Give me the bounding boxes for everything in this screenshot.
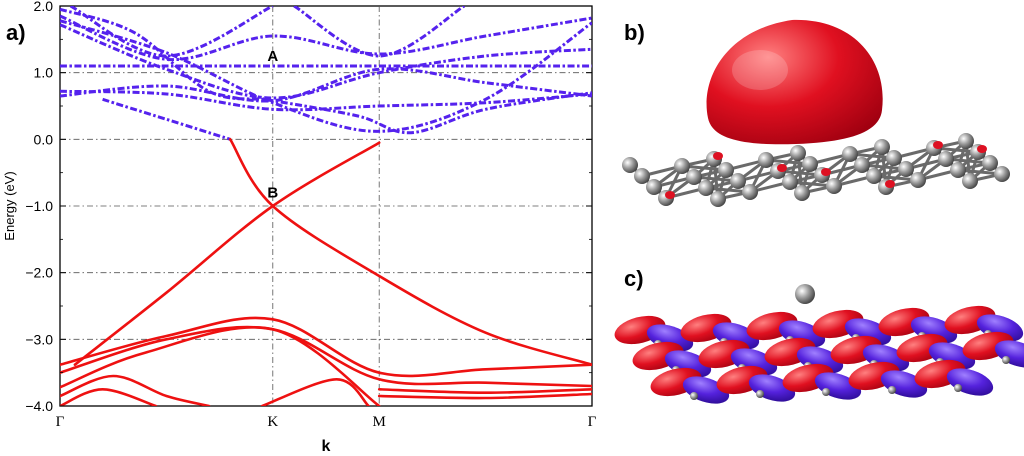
y-tick-label: −4.0 (25, 398, 53, 414)
carbon-atom (958, 133, 974, 149)
panel-b-density-illustration: b) (622, 19, 1010, 207)
carbon-atom (822, 388, 830, 396)
y-axis-ticks: 2.0 1.0 0.0 −1.0 −2.0 −3.0 −4.0 (25, 0, 592, 414)
carbon-atom (954, 384, 962, 392)
carbon-atom (982, 155, 998, 171)
x-axis-title: k (322, 438, 331, 455)
unoccupied-band (293, 6, 466, 58)
density-spot (977, 145, 987, 153)
unoccupied-band (60, 23, 592, 100)
grid-lines (60, 6, 592, 406)
carbon-atom (756, 390, 764, 398)
carbon-atom (888, 386, 896, 394)
charge-density-lobe (706, 19, 883, 145)
unoccupied-band (60, 19, 592, 133)
band-annotations: AB (267, 48, 278, 202)
k-point-label: K (267, 414, 278, 430)
y-tick-label: −2.0 (25, 265, 53, 281)
y-tick-label: −3.0 (25, 331, 53, 347)
density-spot (821, 168, 831, 176)
carbon-atom (758, 152, 774, 168)
unoccupied-band (102, 97, 231, 141)
carbon-atom (938, 151, 954, 167)
k-point-label: Γ (56, 414, 65, 430)
panel-c-orbital-illustration: c) (614, 266, 1024, 404)
carbon-atom (718, 162, 734, 178)
panel-label-c: c) (624, 266, 644, 291)
carbon-atom (646, 179, 662, 195)
k-point-label: Γ (588, 414, 597, 430)
carbon-atom (874, 139, 890, 155)
lobe-highlight (732, 50, 788, 90)
occupied-band (377, 392, 592, 400)
occupied-band (228, 138, 592, 366)
carbon-atom (686, 169, 702, 185)
carbon-atom (690, 392, 698, 400)
occupied-band (60, 325, 592, 388)
density-spot (665, 191, 675, 199)
carbon-atom (802, 156, 818, 172)
occupied-band (73, 141, 381, 366)
carbon-atom (994, 166, 1010, 182)
carbon-atom (674, 158, 690, 174)
y-tick-label: 2.0 (34, 0, 54, 14)
carbon-atom (826, 178, 842, 194)
y-tick-label: 0.0 (34, 131, 54, 147)
density-spot (885, 180, 895, 188)
panel-label-a: a) (6, 20, 26, 45)
carbon-atom (710, 191, 726, 207)
band-annotation-B: B (267, 185, 278, 202)
adatom (795, 284, 815, 304)
graphene-sheet (622, 133, 1010, 207)
occupied-band (60, 316, 592, 378)
unoccupied-band (60, 7, 592, 135)
density-spot (713, 152, 723, 160)
carbon-atom (782, 174, 798, 190)
k-point-label: M (373, 414, 386, 430)
carbon-atom (794, 185, 810, 201)
carbon-atom (1002, 356, 1010, 364)
y-tick-label: 1.0 (34, 65, 54, 81)
carbon-atom (730, 173, 746, 189)
carbon-atom (886, 150, 902, 166)
unoccupied-band (60, 67, 592, 103)
carbon-atom (866, 168, 882, 184)
band-annotation-A: A (267, 48, 278, 65)
carbon-atom (698, 180, 714, 196)
panel-label-b: b) (624, 20, 645, 45)
carbon-atom (842, 146, 858, 162)
orbital-isosurfaces (614, 305, 1024, 404)
density-spot (933, 141, 943, 149)
carbon-atom (962, 173, 978, 189)
occupied-band (260, 377, 370, 406)
carbon-atom (950, 162, 966, 178)
carbon-atom (622, 157, 638, 173)
carbon-atom (910, 172, 926, 188)
carbon-atom (790, 145, 806, 161)
occupied-band (60, 387, 158, 406)
y-tick-label: −1.0 (25, 198, 53, 214)
occupied-band (60, 374, 211, 406)
density-spot (777, 164, 787, 172)
carbon-atom (742, 184, 758, 200)
carbon-atom (634, 168, 650, 184)
unoccupied-band (69, 6, 274, 58)
carbon-atom (854, 157, 870, 173)
unoccupied-band (60, 14, 592, 62)
y-axis-title: Energy (eV) (2, 171, 17, 240)
occupied-band (60, 325, 381, 406)
bands (60, 6, 592, 406)
occupied-band (377, 388, 592, 395)
carbon-atom (898, 161, 914, 177)
